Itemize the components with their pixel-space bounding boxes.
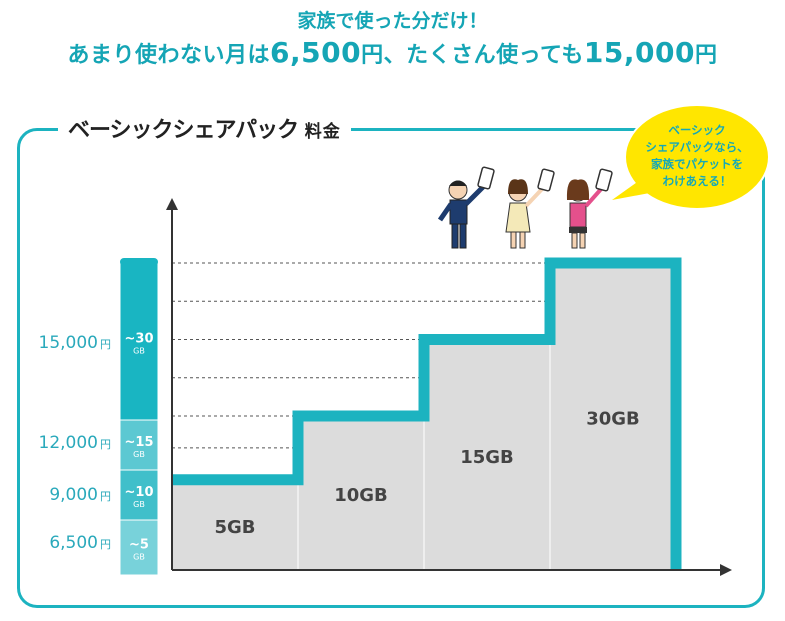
tier-unit: GB bbox=[133, 553, 145, 562]
panel-title: ベーシックシェアパック 料金 bbox=[58, 112, 351, 144]
tier-label: ~10 bbox=[125, 485, 154, 500]
bubble-line-2: シェアパックなら、 bbox=[645, 140, 749, 154]
family-illustration bbox=[437, 166, 613, 249]
bar-30GB bbox=[549, 262, 677, 571]
tier-unit: GB bbox=[133, 500, 145, 509]
panel-title-suffix: 料金 bbox=[304, 122, 341, 142]
tier-column-cap bbox=[120, 258, 158, 266]
price-unit: 円 bbox=[100, 438, 111, 451]
tier-unit: GB bbox=[133, 347, 145, 356]
tier-label: ~30 bbox=[125, 332, 154, 347]
headline-prefix: あまり使わない月は bbox=[67, 43, 271, 68]
x-axis-arrow bbox=[720, 564, 732, 576]
bar-label: 15GB bbox=[460, 447, 514, 468]
tier-label: ~5 bbox=[129, 538, 149, 553]
bar-layer bbox=[171, 257, 682, 571]
father-figure bbox=[437, 166, 495, 249]
tier-unit: GB bbox=[133, 450, 145, 459]
y-axis-arrow bbox=[166, 198, 178, 210]
bubble-line-4: わけあえる！ bbox=[662, 174, 732, 188]
tier-label: ~15 bbox=[125, 435, 154, 450]
bar-label: 5GB bbox=[214, 517, 255, 538]
tier-segment bbox=[119, 419, 159, 471]
tier-segment bbox=[119, 262, 159, 421]
price-label: 12,000 bbox=[39, 433, 98, 453]
bar-label: 10GB bbox=[334, 485, 388, 506]
bar-5GB bbox=[171, 479, 299, 571]
speech-bubble bbox=[612, 104, 770, 210]
bubble-line-1: ベーシック bbox=[668, 123, 726, 137]
tier-column bbox=[119, 258, 159, 576]
headline-low-price: 6,500 bbox=[270, 36, 362, 69]
price-unit: 円 bbox=[100, 338, 111, 351]
price-label: 15,000 bbox=[39, 333, 98, 353]
bubble-line-3: 家族でパケットを bbox=[651, 157, 743, 171]
price-unit: 円 bbox=[100, 538, 111, 551]
bar-label: 30GB bbox=[586, 409, 640, 430]
price-label: 9,000 bbox=[49, 485, 98, 505]
headline-middle: たくさん使っても bbox=[406, 43, 584, 68]
daughter-figure bbox=[566, 168, 613, 249]
step-line bbox=[172, 257, 682, 570]
axes bbox=[166, 198, 732, 576]
price-unit: 円 bbox=[100, 490, 111, 503]
headline-high-price: 15,000 bbox=[583, 36, 695, 69]
headline-yen-2: 円 bbox=[694, 43, 718, 68]
chart-frame bbox=[17, 128, 765, 608]
bubble-text: ベーシック シェアパックなら、 家族でパケットを わけあえる！ bbox=[630, 122, 764, 190]
mother-figure bbox=[505, 168, 555, 249]
headline-yen-1: 円、 bbox=[361, 43, 407, 68]
price-label: 6,500 bbox=[49, 533, 98, 553]
tier-segment bbox=[119, 469, 159, 521]
panel-title-main: ベーシックシェアパック bbox=[68, 118, 299, 143]
tier-segment bbox=[119, 519, 159, 576]
headline-line1: 家族で使った分だけ！ bbox=[297, 10, 488, 32]
headline-line2: あまり使わない月は6,500円、たくさん使っても15,000円 bbox=[0, 36, 785, 69]
bar-10GB bbox=[297, 415, 425, 571]
